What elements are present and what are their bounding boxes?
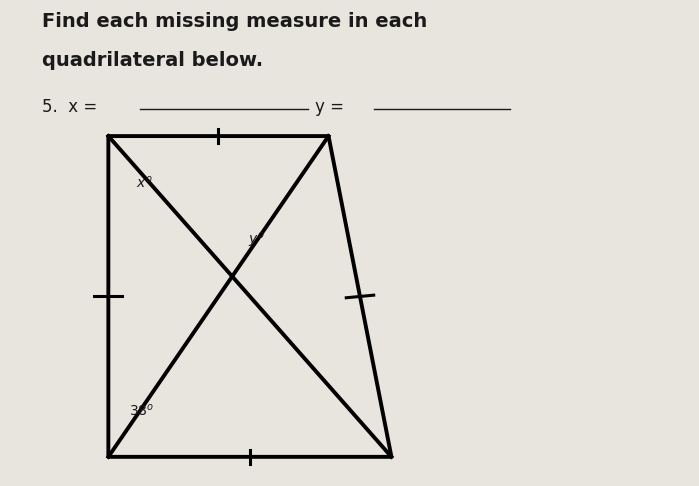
Text: Find each missing measure in each: Find each missing measure in each — [42, 12, 427, 31]
Text: y =: y = — [315, 98, 349, 116]
Text: $38^o$: $38^o$ — [129, 403, 154, 418]
Text: quadrilateral below.: quadrilateral below. — [42, 51, 263, 70]
Text: $x^o$: $x^o$ — [136, 174, 153, 190]
Text: $y^o$: $y^o$ — [248, 231, 265, 250]
Text: 5.  x =: 5. x = — [42, 98, 103, 116]
